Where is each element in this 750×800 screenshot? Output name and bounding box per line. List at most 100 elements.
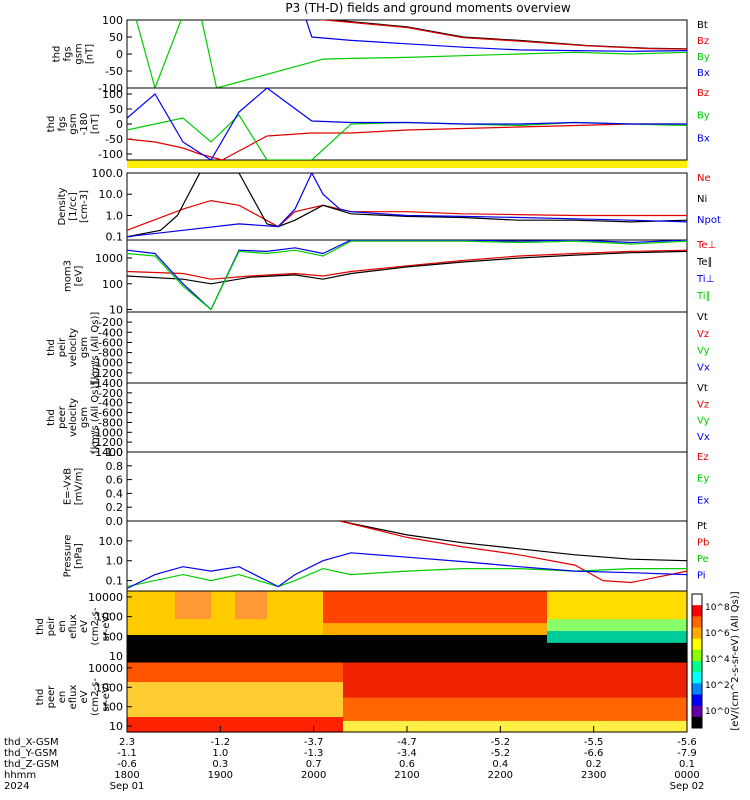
heatmap-cell xyxy=(683,650,688,655)
heatmap-cell xyxy=(127,618,132,624)
heatmap-cell xyxy=(195,626,200,632)
heatmap-cell xyxy=(211,614,216,620)
heatmap-cell xyxy=(263,700,268,706)
heatmap-cell xyxy=(299,700,304,706)
heatmap-cell xyxy=(311,720,316,725)
heatmap-cell xyxy=(591,669,596,675)
heatmap-cell xyxy=(231,658,236,663)
heatmap-cell xyxy=(367,662,372,667)
heatmap-cell xyxy=(383,716,388,721)
heatmap-cell xyxy=(163,728,168,733)
heatmap-cell xyxy=(127,658,132,663)
heatmap-cell xyxy=(459,662,464,667)
heatmap-cell xyxy=(283,697,288,702)
heatmap-cell xyxy=(567,606,572,612)
heatmap-cell xyxy=(583,614,588,620)
heatmap-cell xyxy=(315,669,320,675)
heatmap-cell xyxy=(431,665,436,671)
heatmap-cell xyxy=(575,716,580,721)
heatmap-cell xyxy=(547,598,552,604)
heatmap-cell xyxy=(507,606,512,612)
heatmap-cell xyxy=(483,677,488,683)
heatmap-cell xyxy=(579,602,584,608)
heatmap-cell xyxy=(471,638,476,643)
heatmap-cell xyxy=(467,598,472,604)
heatmap-cell xyxy=(335,602,340,608)
heatmap-cell xyxy=(623,720,628,725)
heatmap-cell xyxy=(251,677,256,683)
heatmap-cell xyxy=(527,708,532,714)
heatmap-cell xyxy=(543,626,548,632)
heatmap-cell xyxy=(283,689,288,694)
heatmap-cell xyxy=(451,606,456,612)
heatmap-cell xyxy=(455,642,460,647)
heatmap-cell xyxy=(151,673,156,679)
heatmap-cell xyxy=(159,614,164,620)
heatmap-cell xyxy=(435,658,440,663)
heatmap-cell xyxy=(139,669,144,675)
heatmap-cell xyxy=(215,704,220,710)
heatmap-cell xyxy=(607,685,612,690)
heatmap-cell xyxy=(667,646,672,651)
heatmap-cell xyxy=(579,594,584,600)
heatmap-cell xyxy=(143,673,148,679)
heatmap-cell xyxy=(139,618,144,624)
heatmap-cell xyxy=(267,716,272,721)
heatmap-cell xyxy=(427,669,432,675)
heatmap-cell xyxy=(463,704,468,710)
heatmap-cell xyxy=(139,650,144,655)
heatmap-cell xyxy=(343,630,348,635)
y-tick-label: 100 xyxy=(102,88,123,101)
heatmap-cell xyxy=(563,618,568,624)
heatmap-cell xyxy=(423,618,428,624)
heatmap-cell xyxy=(463,669,468,675)
heatmap-cell xyxy=(371,720,376,725)
heatmap-cell xyxy=(191,693,196,698)
heatmap-cell xyxy=(643,638,648,643)
heatmap-cell xyxy=(427,622,432,628)
heatmap-cell xyxy=(543,689,548,694)
heatmap-cell xyxy=(519,638,524,643)
heatmap-cell xyxy=(187,712,192,718)
series-Ti∥ xyxy=(127,240,687,311)
heatmap-cell xyxy=(407,650,412,655)
heatmap-cell xyxy=(639,622,644,628)
heatmap-cell xyxy=(487,662,492,667)
heatmap-cell xyxy=(423,646,428,651)
heatmap-cell xyxy=(443,685,448,690)
heatmap-cell xyxy=(403,697,408,702)
heatmap-cell xyxy=(183,700,188,706)
heatmap-cell xyxy=(295,658,300,663)
heatmap-cell xyxy=(219,665,224,671)
heatmap-cell xyxy=(391,654,396,659)
heatmap-cell xyxy=(275,681,280,686)
heatmap-cell xyxy=(127,638,132,643)
heatmap-cell xyxy=(339,610,344,616)
heatmap-cell xyxy=(451,677,456,683)
heatmap-cell xyxy=(551,689,556,694)
heatmap-cell xyxy=(395,594,400,600)
heatmap-cell xyxy=(255,693,260,698)
heatmap-cell xyxy=(439,622,444,628)
heatmap-cell xyxy=(223,665,228,671)
heatmap-cell xyxy=(263,712,268,718)
heatmap-cell xyxy=(571,677,576,683)
heatmap-cell xyxy=(367,673,372,679)
heatmap-cell xyxy=(591,673,596,679)
heatmap-cell xyxy=(307,685,312,690)
heatmap-cell xyxy=(555,700,560,706)
y-axis-label: gsm xyxy=(68,113,79,134)
heatmap-cell xyxy=(187,673,192,679)
heatmap-cell xyxy=(187,630,192,635)
heatmap-cell xyxy=(431,724,436,729)
heatmap-cell xyxy=(631,614,636,620)
heatmap-cell xyxy=(255,724,260,729)
heatmap-cell xyxy=(483,712,488,718)
heatmap-cell xyxy=(191,598,196,604)
heatmap-cell xyxy=(403,677,408,683)
heatmap-cell xyxy=(139,712,144,718)
heatmap-cell xyxy=(327,626,332,632)
heatmap-cell xyxy=(591,646,596,651)
heatmap-cell xyxy=(347,626,352,632)
heatmap-cell xyxy=(199,697,204,702)
